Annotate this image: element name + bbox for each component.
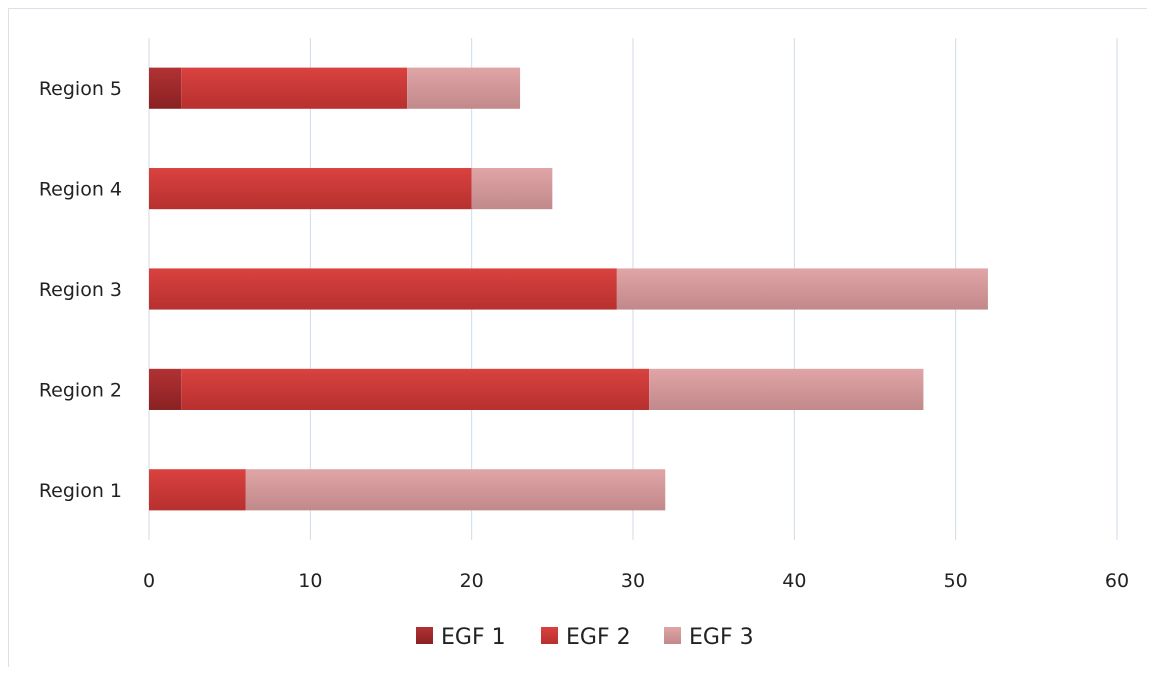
bar-region-2-egf-1[interactable]: [149, 368, 182, 410]
bar-region-2-egf-2[interactable]: [181, 368, 650, 410]
chart-frame: [8, 8, 1147, 667]
bar-region-1-egf-2[interactable]: [149, 469, 246, 511]
bar-region-5-egf-1[interactable]: [149, 67, 182, 109]
x-tick-label-6: 60: [1105, 570, 1129, 592]
category-label-2: Region 2: [39, 379, 122, 401]
category-label-3: Region 3: [39, 279, 122, 301]
bar-region-4-egf-2[interactable]: [149, 168, 472, 210]
legend-swatch: [664, 627, 681, 644]
category-label-5: Region 5: [39, 78, 122, 100]
legend-item-egf-1[interactable]: EGF 1: [416, 625, 506, 650]
legend-item-egf-3[interactable]: EGF 3: [664, 625, 754, 650]
bar-region-3-egf-2[interactable]: [149, 268, 617, 310]
bar-region-5-egf-2[interactable]: [181, 67, 408, 109]
bar-region-4-egf-3[interactable]: [471, 168, 553, 210]
bars: [149, 67, 988, 511]
x-tick-labels: 0 10 20 30 40 50 60: [143, 570, 1129, 592]
bar-region-5-egf-3[interactable]: [407, 67, 521, 109]
bar-region-1-egf-3[interactable]: [245, 469, 666, 511]
x-tick-label-0: 0: [143, 570, 155, 592]
category-label-1: Region 1: [39, 480, 122, 502]
bar-region-3-egf-3[interactable]: [616, 268, 988, 310]
x-tick-label-4: 40: [782, 570, 806, 592]
legend[interactable]: EGF 1 EGF 2 EGF 3: [416, 625, 754, 650]
legend-item-egf-2[interactable]: EGF 2: [541, 625, 631, 650]
legend-swatch: [541, 627, 558, 644]
category-labels: Region 1 Region 2 Region 3 Region 4 Region 5: [39, 78, 122, 502]
category-label-4: Region 4: [39, 179, 122, 201]
legend-swatch: [416, 627, 433, 644]
bar-region-2-egf-3[interactable]: [649, 368, 924, 410]
legend-label: EGF 2: [566, 625, 631, 650]
x-tick-label-3: 30: [621, 570, 645, 592]
legend-label: EGF 3: [689, 625, 754, 650]
x-tick-label-1: 10: [298, 570, 322, 592]
x-tick-label-2: 20: [460, 570, 484, 592]
x-tick-label-5: 50: [944, 570, 968, 592]
legend-label: EGF 1: [441, 625, 506, 650]
